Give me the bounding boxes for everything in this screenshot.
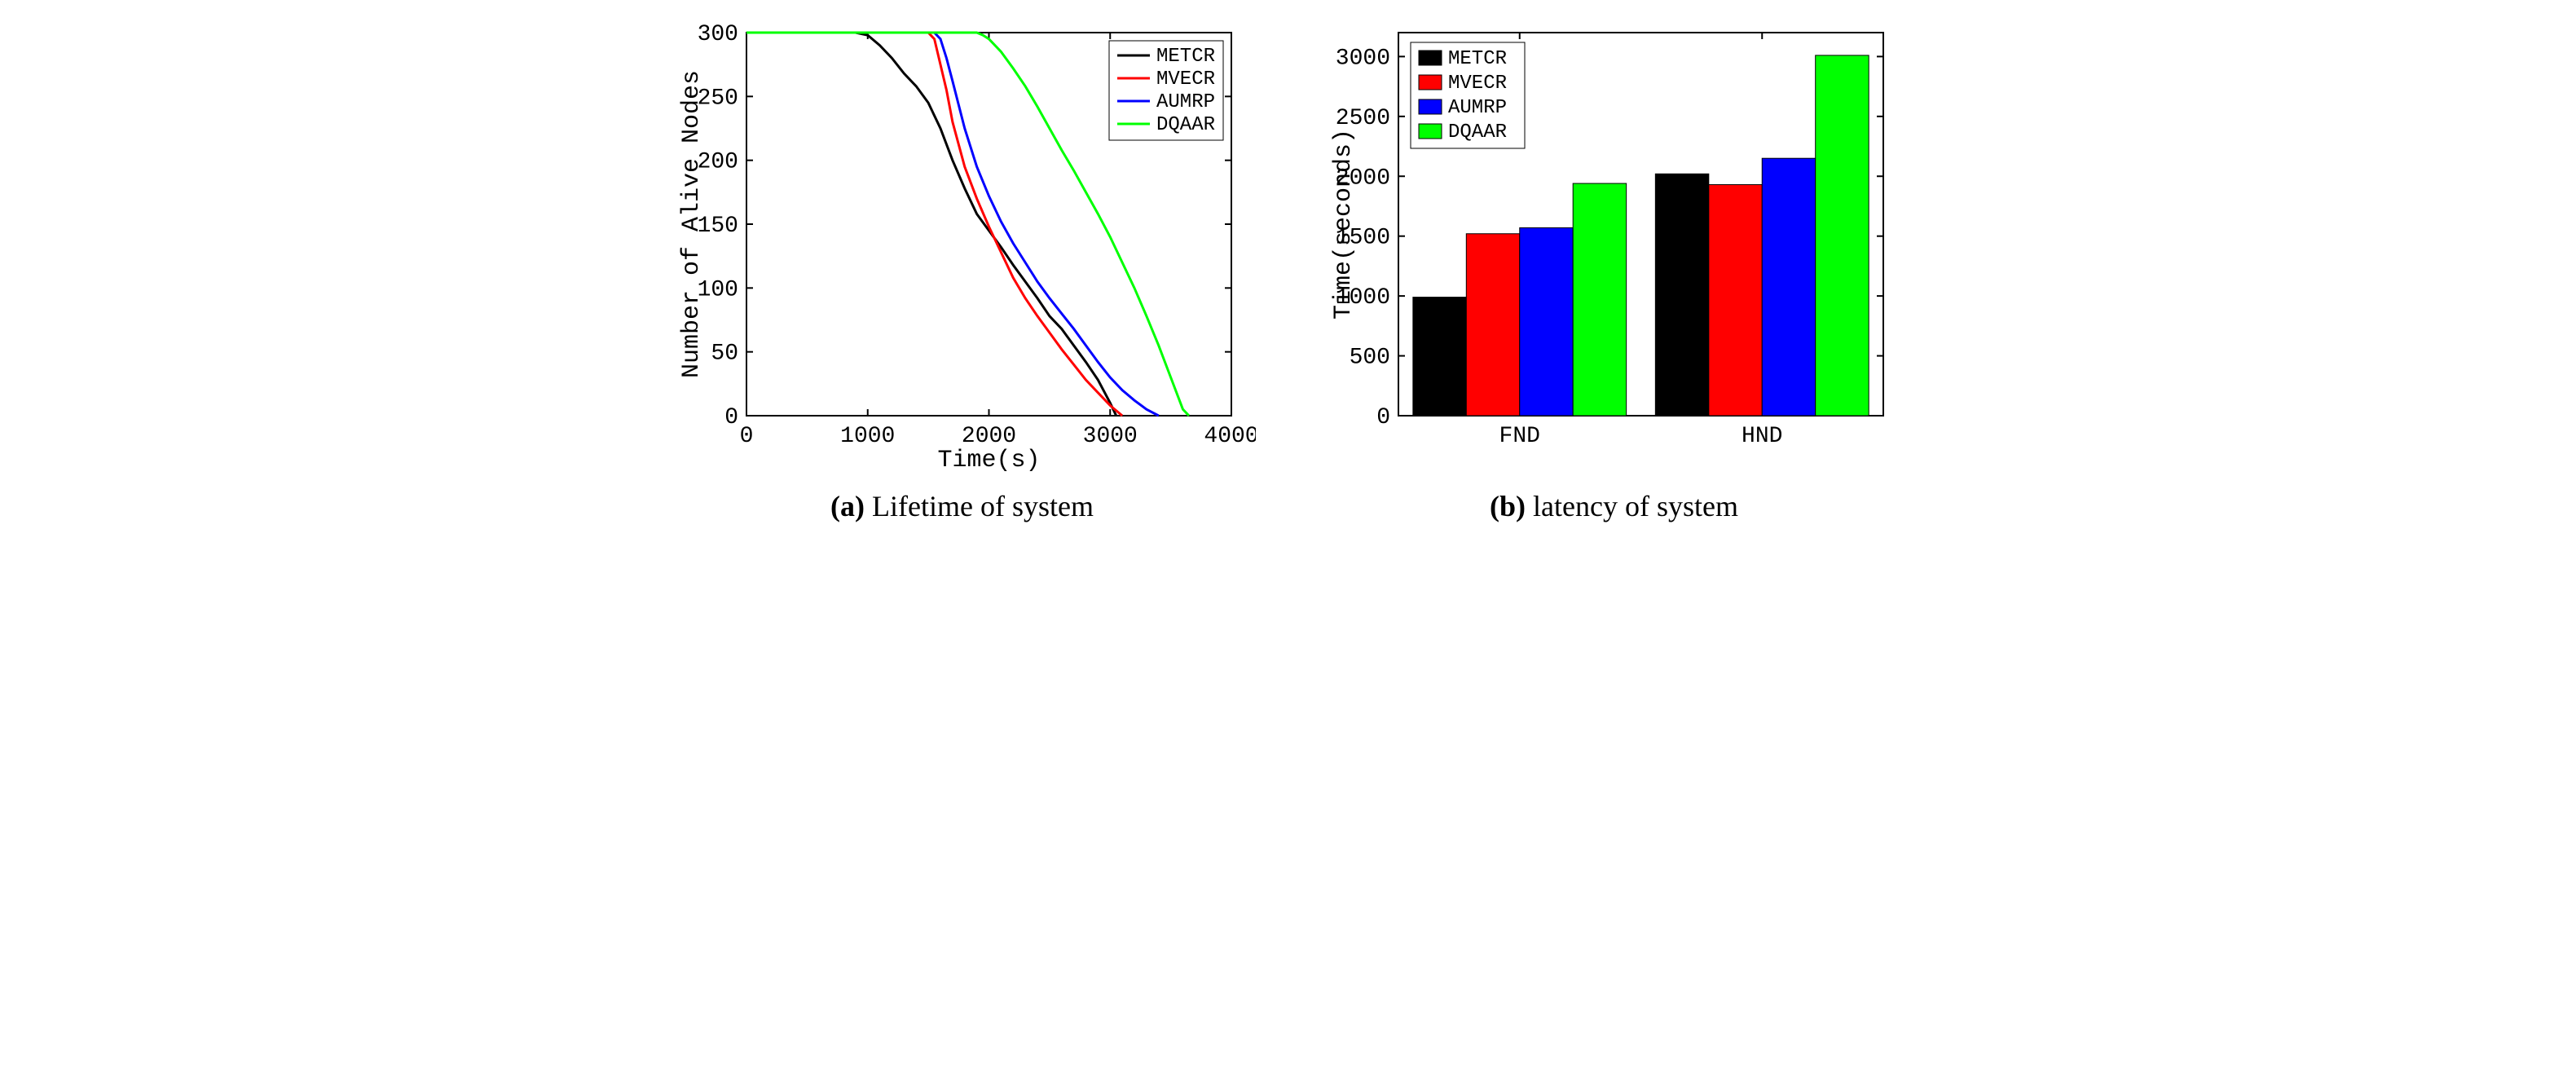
- caption-a-bold: (a): [830, 490, 865, 522]
- x-tick-label: 0: [739, 424, 753, 449]
- x-tick-label: HND: [1742, 424, 1782, 449]
- bar: [1762, 158, 1815, 416]
- caption-b-bold: (b): [1490, 490, 1526, 522]
- x-tick-label: FND: [1499, 424, 1539, 449]
- bar: [1573, 183, 1626, 416]
- legend-label: DQAAR: [1156, 114, 1215, 136]
- legend-label: METCR: [1156, 46, 1215, 68]
- bar: [1655, 174, 1708, 416]
- legend-swatch: [1419, 124, 1442, 139]
- y-tick-label: 50: [711, 342, 738, 367]
- y-tick-label: 0: [1376, 405, 1390, 430]
- bar: [1815, 55, 1868, 416]
- y-tick-label: 2500: [1335, 106, 1389, 131]
- line-chart: 01000200030004000050100150200250300Time(…: [669, 16, 1256, 473]
- legend-label: AUMRP: [1156, 91, 1215, 113]
- x-tick-label: 3000: [1082, 424, 1137, 449]
- x-tick-label: 4000: [1204, 424, 1256, 449]
- y-tick-label: 3000: [1335, 46, 1389, 71]
- x-tick-label: 2000: [961, 424, 1015, 449]
- y-axis-label: Number of Alive Nodes: [678, 70, 706, 378]
- y-tick-label: 500: [1349, 346, 1389, 371]
- caption-a-text: Lifetime of system: [865, 490, 1094, 522]
- legend-swatch: [1419, 99, 1442, 114]
- caption-b-text: latency of system: [1526, 490, 1738, 522]
- bar: [1708, 185, 1761, 416]
- caption-a: (a) Lifetime of system: [830, 489, 1094, 523]
- figure-container: 01000200030004000050100150200250300Time(…: [16, 16, 2560, 523]
- legend-swatch: [1419, 75, 1442, 90]
- bar: [1466, 234, 1519, 416]
- y-tick-label: 300: [697, 22, 738, 47]
- legend-label: MVECR: [1156, 68, 1215, 90]
- legend-label: MVECR: [1448, 73, 1507, 95]
- legend-label: METCR: [1448, 48, 1507, 70]
- panel-b: 050010001500200025003000Time(seconds)FND…: [1321, 16, 1908, 523]
- caption-b: (b) latency of system: [1490, 489, 1738, 523]
- legend-label: AUMRP: [1448, 97, 1507, 119]
- x-axis-label: Time(s): [937, 447, 1040, 473]
- legend-label: DQAAR: [1448, 121, 1507, 143]
- y-axis-label: Time(seconds): [1330, 129, 1358, 320]
- bar: [1519, 227, 1572, 416]
- bar-chart: 050010001500200025003000Time(seconds)FND…: [1321, 16, 1908, 473]
- legend-swatch: [1419, 51, 1442, 65]
- panel-a: 01000200030004000050100150200250300Time(…: [669, 16, 1256, 523]
- x-tick-label: 1000: [840, 424, 895, 449]
- bar: [1412, 298, 1465, 416]
- y-tick-label: 0: [724, 405, 738, 430]
